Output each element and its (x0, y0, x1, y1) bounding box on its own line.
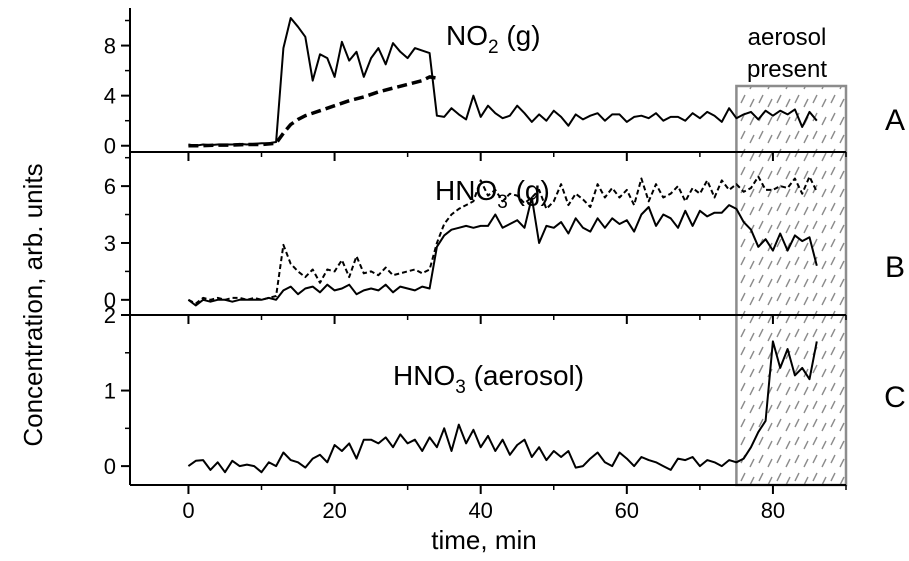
panel-letter-C: C (884, 381, 906, 414)
aerosol-region-layer (735, 84, 848, 487)
y-tick-label-C: 2 (104, 303, 116, 328)
text-layer: Concentration, arb. units time, min aero… (18, 20, 906, 555)
panel-letter-A: A (885, 104, 905, 137)
panel-title-rest: (g) (508, 175, 550, 206)
panel-title-main: HNO (393, 360, 455, 391)
panel-title-C: HNO3 (aerosol) (393, 360, 584, 398)
x-tick-label: 0 (182, 498, 194, 523)
series-line-A-dashed (188, 75, 438, 148)
series-line-B-dotted (187, 175, 818, 305)
panel-title-subscript: 3 (455, 377, 466, 398)
series-line-A-solid (188, 17, 818, 147)
aerosol-label-line1: aerosol (748, 24, 827, 51)
y-tick-label-A: 4 (104, 84, 116, 109)
y-tick-label-B: 3 (104, 231, 116, 256)
y-tick-label-A: 8 (104, 34, 116, 59)
y-tick-label-B: 0 (104, 288, 116, 313)
aerosol-region-fill (736, 86, 846, 485)
x-tick-label: 80 (761, 498, 785, 523)
x-tick-label: 60 (615, 498, 639, 523)
panel-title-subscript: 3 (497, 192, 508, 213)
panel-title-rest: (aerosol) (466, 360, 584, 391)
panel-letter-B: B (885, 251, 905, 284)
axes-layer: 0 4 8 0 3 6 0 1 2 (104, 8, 847, 494)
series-layer (187, 17, 818, 474)
panel-title-main: NO (446, 20, 488, 51)
y-tick-label-C: 0 (104, 454, 116, 479)
y-axis-title: Concentration, arb. units (18, 163, 48, 446)
x-tick-label: 20 (322, 498, 346, 523)
panel-title-rest: (g) (499, 20, 541, 51)
y-tick-label-C: 1 (104, 379, 116, 404)
x-tick-label: 40 (468, 498, 492, 523)
y-tick-label-A: 0 (104, 134, 116, 159)
panel-title-main: HNO (435, 175, 497, 206)
x-axis-title: time, min (431, 525, 536, 555)
panel-title-subscript: 2 (488, 37, 499, 58)
aerosol-label-line2: present (747, 56, 827, 83)
series-line-B-solid (187, 196, 818, 307)
y-tick-label-B: 6 (104, 174, 116, 199)
panel-title-B: HNO3 (g) (435, 175, 550, 213)
series-line-C-solid (187, 340, 818, 474)
panel-title-A: NO2 (g) (446, 20, 541, 58)
